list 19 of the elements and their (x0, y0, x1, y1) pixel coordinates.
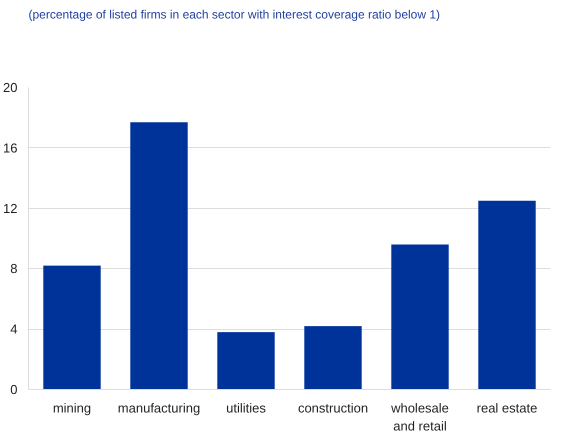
y-tick-label: 16 (3, 140, 18, 156)
bar (43, 266, 101, 390)
y-tick-label: 8 (10, 261, 18, 276)
bar (391, 244, 449, 390)
x-tick-label: manufacturing (118, 400, 200, 416)
chart-title: (percentage of listed firms in each sector with interest coverage ratio below 1) (28, 8, 440, 22)
x-tick-label: mining (52, 400, 92, 416)
bar (217, 332, 275, 390)
x-tick-label: real estate (476, 400, 538, 416)
y-tick-label: 4 (10, 322, 18, 337)
y-tick-label: 20 (3, 80, 18, 95)
y-tick-label: 12 (3, 200, 18, 216)
bar (304, 326, 362, 390)
x-tick-label: construction (298, 400, 368, 416)
y-tick-label: 0 (10, 382, 18, 397)
bar (478, 200, 536, 390)
x-tick-label: utilities (226, 400, 266, 416)
bar (130, 122, 188, 390)
x-tick-label: wholesale and retail (390, 400, 449, 434)
